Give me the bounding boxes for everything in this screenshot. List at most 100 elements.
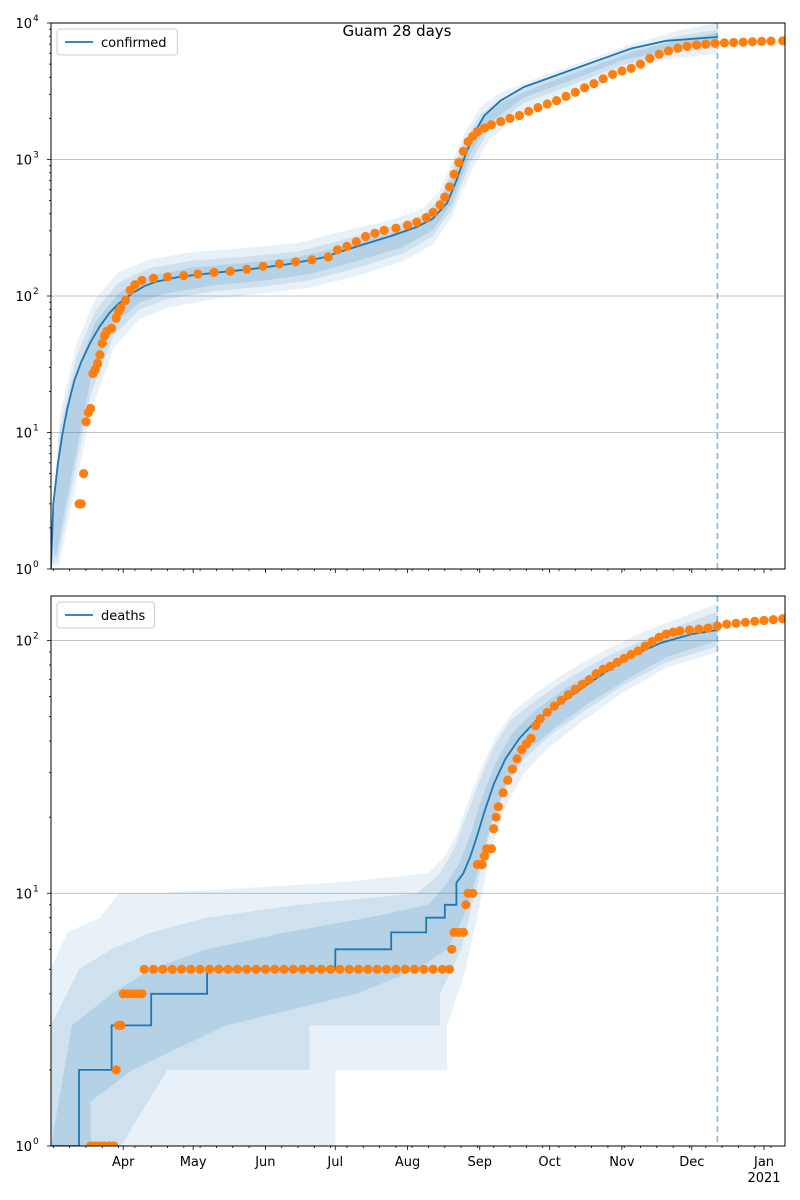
observed-point: [645, 53, 655, 64]
observed-point: [507, 764, 517, 774]
observed-point: [242, 964, 252, 974]
observed-point: [81, 417, 91, 427]
observed-point: [486, 120, 496, 130]
observed-point: [663, 46, 674, 56]
observed-point: [526, 733, 536, 744]
observed-point: [654, 632, 664, 642]
model-line: [51, 36, 718, 569]
observed-point: [722, 619, 732, 629]
y-tick-exponent: 1: [33, 424, 39, 434]
observed-point: [635, 59, 646, 69]
observed-point: [491, 812, 501, 822]
observed-point: [158, 964, 168, 974]
observed-point: [719, 38, 730, 48]
observed-point: [186, 964, 196, 974]
observed-point: [162, 272, 173, 282]
observed-point: [86, 403, 96, 414]
observed-point: [479, 123, 489, 133]
observed-point: [454, 157, 464, 168]
observed-point: [307, 964, 317, 974]
observed-point: [675, 626, 685, 636]
observed-point: [626, 63, 636, 73]
observed-point: [370, 228, 380, 238]
observed-point: [148, 273, 159, 283]
observed-point: [179, 271, 189, 281]
observed-point: [570, 684, 580, 695]
observed-point: [139, 964, 149, 974]
observed-point: [121, 295, 131, 305]
observed-point: [598, 664, 608, 674]
observed-point: [274, 259, 284, 269]
y-tick-label: 10: [15, 154, 32, 169]
observed-point: [647, 637, 657, 647]
legend-box: [56, 28, 178, 56]
uncertainty-band: [51, 603, 718, 1146]
observed-point: [379, 225, 389, 235]
observed-point: [440, 192, 450, 202]
observed-point: [167, 964, 177, 974]
x-tick-label: Oct: [538, 1155, 560, 1170]
observed-point: [316, 964, 326, 974]
observed-point: [477, 859, 487, 870]
observed-point: [444, 182, 455, 192]
observed-point: [524, 106, 534, 116]
observed-point: [570, 87, 580, 97]
observed-point: [778, 36, 785, 46]
observed-point: [307, 255, 317, 265]
observed-point: [225, 266, 235, 276]
observed-point: [342, 241, 352, 251]
observed-point: [589, 79, 599, 89]
observed-point: [130, 280, 140, 290]
observed-point: [757, 36, 767, 47]
observed-point: [598, 74, 608, 84]
x-tick-year-label: 2021: [747, 1171, 780, 1186]
observed-point: [323, 252, 333, 262]
observed-point: [412, 217, 422, 227]
observed-point: [493, 802, 503, 812]
observed-point: [712, 621, 723, 631]
x-tick-label: Jan: [753, 1155, 774, 1170]
observed-point: [738, 37, 748, 47]
observed-point: [661, 629, 671, 639]
observed-point: [750, 616, 760, 627]
observed-point: [633, 646, 643, 656]
uncertainty-band: [51, 611, 718, 1146]
observed-point: [251, 964, 261, 974]
legend: confirmed: [56, 28, 178, 56]
observed-point: [400, 964, 410, 974]
observed-point: [291, 257, 301, 267]
observed-point: [260, 964, 270, 974]
observed-point: [591, 669, 601, 679]
observed-point: [617, 66, 627, 76]
observed-point: [458, 927, 468, 938]
observed-point: [204, 964, 215, 974]
observed-point: [605, 661, 615, 672]
observed-point: [335, 964, 345, 974]
observed-point: [437, 964, 448, 974]
observed-point: [608, 69, 618, 79]
observed-point: [279, 964, 289, 974]
observed-point: [333, 245, 343, 255]
observed-point: [137, 275, 147, 285]
observed-point: [372, 964, 382, 974]
legend-box: [56, 601, 156, 629]
observed-point: [563, 690, 573, 700]
observed-point: [288, 964, 298, 974]
observed-point: [116, 1020, 126, 1030]
observed-point: [498, 788, 508, 798]
observed-point: [486, 844, 496, 854]
observed-point: [580, 83, 590, 93]
observed-point: [93, 358, 103, 369]
y-tick-exponent: 2: [33, 287, 39, 297]
observed-point: [626, 649, 636, 660]
observed-point: [363, 964, 373, 974]
observed-point: [654, 49, 664, 59]
observed-point: [258, 261, 268, 271]
observed-point: [409, 964, 420, 974]
uncertainty-band: [51, 23, 718, 569]
y-tick-label: 10: [15, 290, 32, 305]
x-tick-label: Dec: [679, 1155, 704, 1170]
axes-frame: [50, 595, 786, 1147]
